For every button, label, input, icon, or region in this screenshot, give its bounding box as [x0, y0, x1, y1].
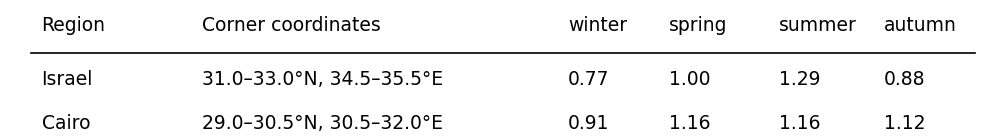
Text: 1.12: 1.12	[884, 114, 926, 133]
Text: winter: winter	[568, 16, 628, 35]
Text: 1.16: 1.16	[669, 114, 710, 133]
Text: 0.77: 0.77	[568, 70, 610, 89]
Text: 0.91: 0.91	[568, 114, 610, 133]
Text: 1.00: 1.00	[669, 70, 710, 89]
Text: autumn: autumn	[884, 16, 957, 35]
Text: Corner coordinates: Corner coordinates	[202, 16, 381, 35]
Text: Cairo: Cairo	[41, 114, 90, 133]
Text: 31.0–33.0°N, 34.5–35.5°E: 31.0–33.0°N, 34.5–35.5°E	[202, 70, 444, 89]
Text: 1.16: 1.16	[779, 114, 820, 133]
Text: summer: summer	[779, 16, 857, 35]
Text: 0.88: 0.88	[884, 70, 926, 89]
Text: Region: Region	[41, 16, 106, 35]
Text: Israel: Israel	[41, 70, 93, 89]
Text: 29.0–30.5°N, 30.5–32.0°E: 29.0–30.5°N, 30.5–32.0°E	[202, 114, 443, 133]
Text: spring: spring	[669, 16, 727, 35]
Text: 1.29: 1.29	[779, 70, 820, 89]
